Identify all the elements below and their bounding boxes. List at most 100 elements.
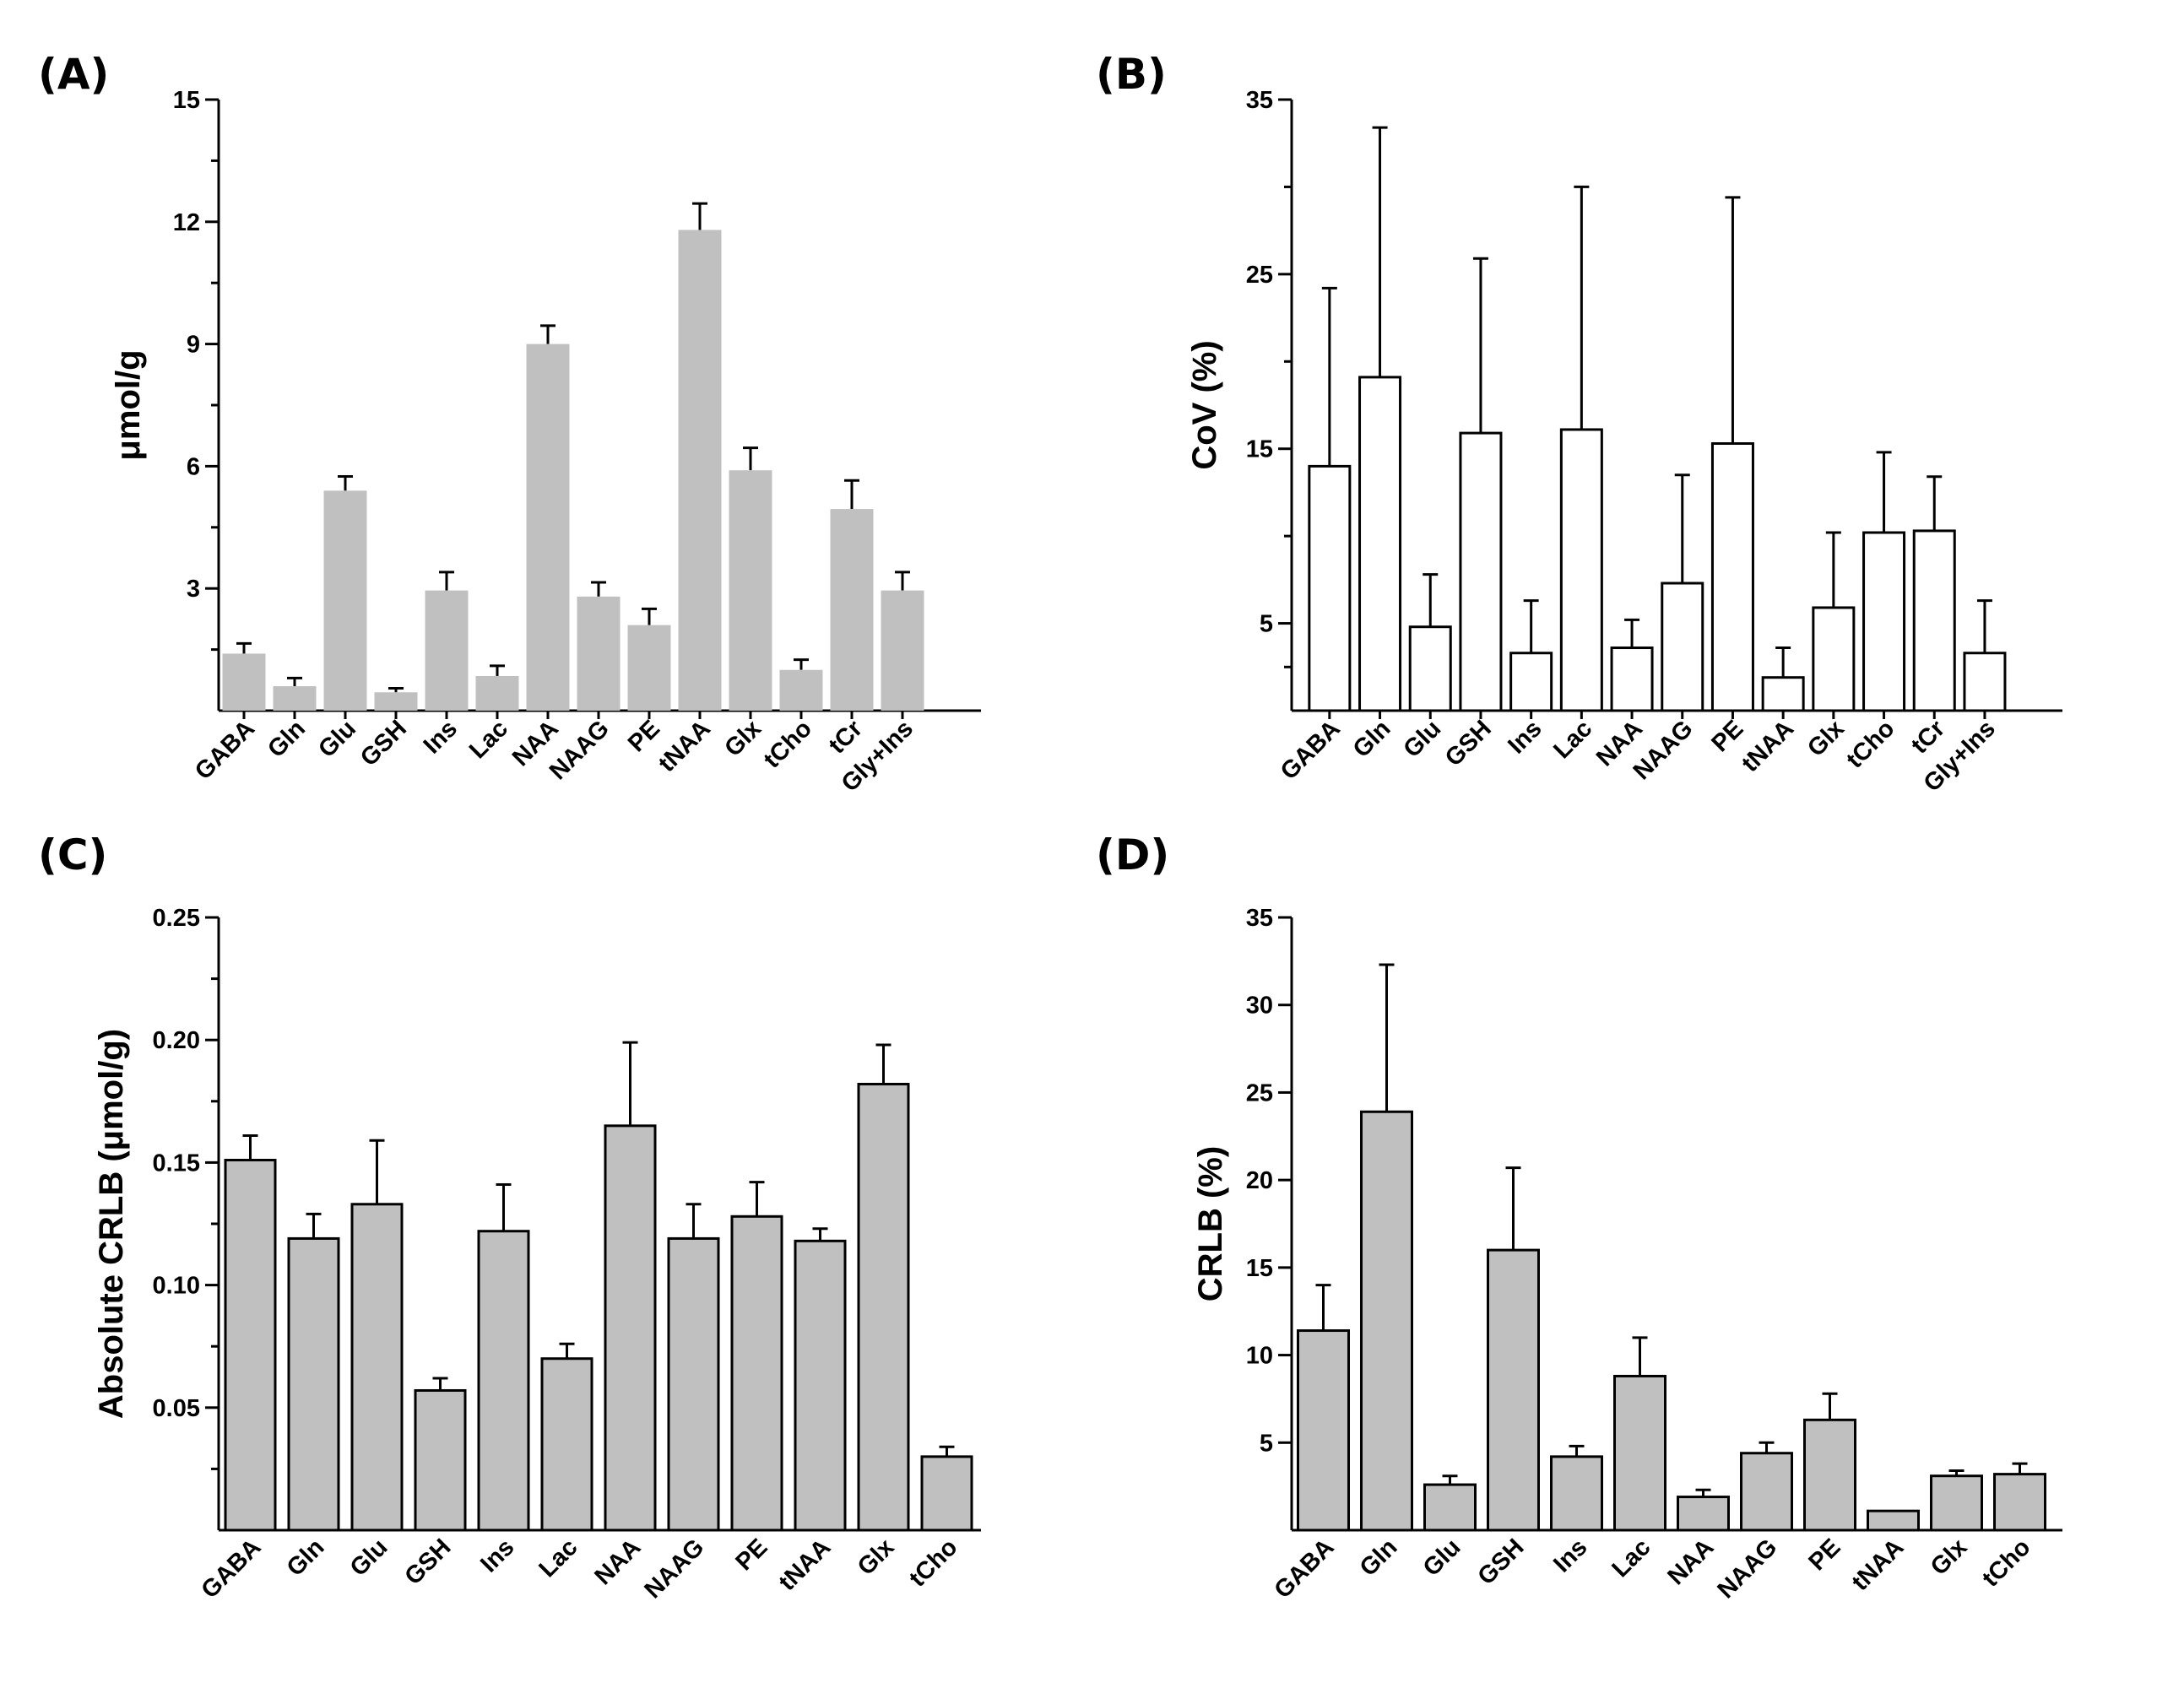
- panel-a-category-label: GSH: [355, 715, 412, 771]
- panel-c: (C) 0.05 0.10 0.15 0.20 0.25 Absolute CRLB (μm…: [38, 830, 981, 1604]
- panel-a-category-label: Gln: [263, 715, 311, 763]
- panel-a-category-label: GABA: [190, 715, 260, 785]
- panel-a-y-tick-label: 12: [173, 209, 200, 236]
- panel-b-y-tick-label: 5: [1260, 611, 1273, 638]
- panel-b-bar: [1559, 428, 1603, 712]
- panel-b-y-tick-label: 35: [1246, 87, 1273, 114]
- panel-d-category-label: Glx: [1926, 1534, 1973, 1581]
- panel-c-category-label: NAA: [589, 1534, 646, 1590]
- panel-b-bar: [1661, 582, 1704, 712]
- panel-c-bar: [414, 1388, 467, 1532]
- panel-d-bar: [1867, 1509, 1920, 1532]
- panel-b-bar: [1509, 652, 1553, 712]
- panel-a-bar: [729, 470, 772, 711]
- panel-b-category-label: Gln: [1348, 715, 1396, 763]
- panel-c-y-tick-label: 0.05: [153, 1395, 200, 1422]
- panel-d-category-label: GSH: [1472, 1534, 1529, 1590]
- panel-d-category-label: Gln: [1355, 1534, 1403, 1582]
- panel-b-bar: [1308, 464, 1352, 712]
- panel-b-category-label: Glu: [1398, 715, 1446, 763]
- panel-a-bar: [425, 590, 469, 711]
- panel-d-bar: [1360, 1110, 1413, 1532]
- panel-b-category-label: Lac: [1548, 715, 1597, 764]
- panel-c-label: (C): [38, 830, 107, 879]
- panel-b-bar: [1862, 531, 1906, 712]
- panel-a-y-axis-title: μmol/g: [110, 349, 147, 460]
- panel-b-category-label: GABA: [1276, 715, 1346, 785]
- panel-a-bar: [577, 596, 621, 711]
- panel-c-bar: [540, 1357, 593, 1532]
- panel-b-bar: [1710, 442, 1754, 712]
- panel-d-bar: [1740, 1452, 1793, 1532]
- panel-b-bar: [1358, 376, 1402, 712]
- panel-a-label: (A): [38, 50, 109, 99]
- panel-b-bar: [1812, 606, 1856, 712]
- panel-d-y-axis-title: CRLB (%): [1192, 1146, 1229, 1301]
- panel-b-bar: [1761, 676, 1805, 712]
- panel-a-category-label: Ins: [419, 715, 463, 759]
- panel-c-y-tick-label: 0.10: [153, 1273, 200, 1300]
- panel-c-category-label: NAAG: [639, 1534, 709, 1604]
- panel-a-category-label: Glu: [313, 715, 361, 763]
- panel-a-category-label: tNAA: [653, 715, 716, 777]
- panel-a-bar: [475, 675, 519, 711]
- panel-b-category-label: PE: [1706, 715, 1748, 757]
- panel-b-category-label: tNAA: [1737, 715, 1799, 777]
- panel-a-category-label: Lac: [464, 715, 513, 764]
- panel-d-y-tick-label: 35: [1246, 905, 1273, 932]
- panel-d-bar: [1297, 1329, 1350, 1532]
- panel-d-bar: [1613, 1374, 1666, 1532]
- panel-c-bar: [667, 1236, 720, 1532]
- panel-d-label: (D): [1096, 830, 1169, 879]
- panel-d-category-label: Lac: [1607, 1534, 1656, 1582]
- panel-d-category-label: PE: [1803, 1534, 1845, 1576]
- panel-a-y-tick-label: 15: [173, 87, 200, 114]
- panel-a-bar: [627, 625, 671, 711]
- panel-d-y-tick-label: 15: [1246, 1255, 1273, 1282]
- panel-a-category-label: PE: [623, 715, 665, 757]
- panel-d-bar: [1677, 1496, 1730, 1532]
- panel-b-category-label: tCho: [1841, 715, 1899, 773]
- panel-d-bar: [1423, 1483, 1477, 1532]
- panel-c-category-label: Ins: [475, 1534, 519, 1577]
- panel-a-bar: [678, 230, 722, 711]
- panel-b-bar: [1963, 652, 2007, 712]
- panel-b-bar: [1408, 625, 1452, 712]
- panel-b-bar: [1610, 647, 1654, 712]
- panel-d-bar: [1803, 1418, 1856, 1532]
- panel-d-bar: [1930, 1474, 1983, 1532]
- panel-d-category-label: GABA: [1269, 1534, 1339, 1604]
- panel-c-bar: [794, 1239, 847, 1532]
- panel-a-bar: [526, 344, 570, 711]
- panel-c-y-axis-title: Absolute CRLB (μmol/g): [93, 1029, 130, 1419]
- panel-c-bar: [604, 1124, 657, 1532]
- panel-d-y-tick-label: 25: [1246, 1079, 1273, 1106]
- panel-d-y-tick-label: 10: [1246, 1343, 1273, 1370]
- panel-b-y-tick-label: 25: [1246, 262, 1273, 289]
- panel-a-bar: [881, 590, 924, 711]
- panel-c-bar: [287, 1236, 340, 1532]
- panel-a-bar: [273, 686, 317, 711]
- panel-c-y-tick-label: 0.20: [153, 1027, 200, 1054]
- panel-c-category-label: PE: [730, 1534, 772, 1576]
- panel-d-category-label: NAA: [1662, 1534, 1719, 1590]
- panel-a-y-tick-label: 9: [187, 332, 200, 359]
- panel-c-bar: [477, 1230, 530, 1532]
- panel-b-category-label: Ins: [1503, 715, 1547, 759]
- panel-a-y-tick-label: 3: [187, 576, 200, 603]
- panel-a-bar: [323, 490, 367, 711]
- panel-c-bar: [350, 1203, 404, 1532]
- panel-b-y-axis-title: CoV (%): [1186, 340, 1223, 469]
- panel-d-category-label: NAAG: [1712, 1534, 1782, 1604]
- panel-d-y-tick-label: 20: [1246, 1167, 1273, 1194]
- panel-c-category-label: Glx: [853, 1534, 900, 1581]
- panel-d-category-label: Glu: [1418, 1534, 1466, 1582]
- panel-a-bar: [222, 653, 266, 711]
- panel-c-bar: [730, 1215, 783, 1532]
- panel-c-category-label: GSH: [399, 1534, 456, 1590]
- panel-d-bar: [1993, 1473, 2046, 1532]
- panel-c-category-label: Lac: [534, 1534, 583, 1582]
